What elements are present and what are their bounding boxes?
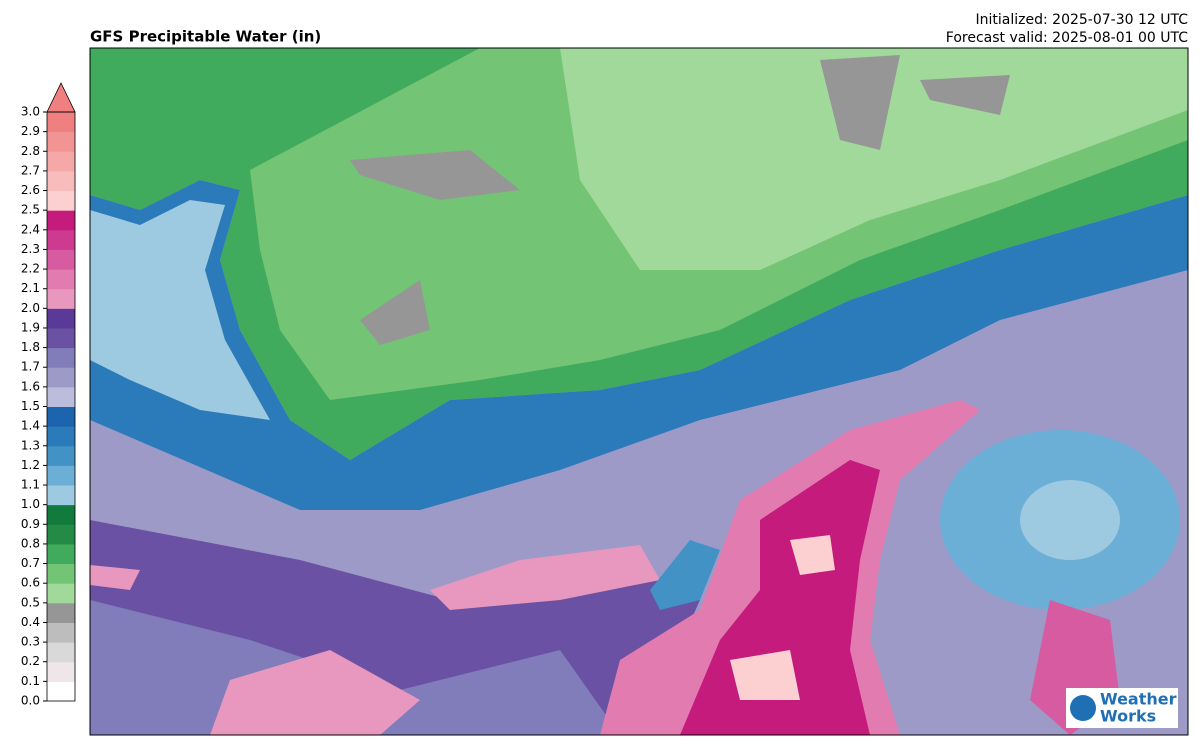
colorbar-segment xyxy=(47,583,75,604)
colorbar-label: 2.8 xyxy=(21,144,40,158)
colorbar-label: 1.6 xyxy=(21,379,40,393)
colorbar-segment xyxy=(47,112,75,133)
field-gray xyxy=(350,55,1010,345)
colorbar-label: 2.1 xyxy=(21,281,40,295)
field-blue xyxy=(90,200,270,420)
colorbar: 0.0 0.1 0.2 0.3 0.4 0.5 0.6 0.7 0.8 0.9 1.0 1.1 1.2 1… xyxy=(21,82,76,708)
colorbar-segment xyxy=(47,524,75,545)
colorbar-segment xyxy=(47,661,75,682)
colorbar-label: 2.4 xyxy=(21,222,40,236)
colorbar-segment xyxy=(47,288,75,309)
logo-text: Works xyxy=(1100,707,1156,726)
colorbar-segment xyxy=(47,485,75,506)
colorbar-extend xyxy=(46,82,76,113)
field-green xyxy=(560,48,1188,270)
colorbar-segment xyxy=(47,131,75,152)
colorbar-segment xyxy=(47,308,75,329)
map-frame xyxy=(89,47,1189,736)
map: Weather Works xyxy=(89,47,1189,736)
field-light xyxy=(730,535,835,700)
colorbar-label: 1.7 xyxy=(21,360,40,374)
colorbar-segment xyxy=(47,406,75,427)
colorbar-label: 2.3 xyxy=(21,242,40,256)
colorbar-segment xyxy=(47,151,75,172)
colorbar-label: 2.2 xyxy=(21,262,40,276)
colorbar-label: 1.3 xyxy=(21,438,40,452)
colorbar-label: 0.4 xyxy=(21,615,40,629)
logo-icon xyxy=(1070,695,1096,721)
colorbar-segment xyxy=(47,445,75,466)
field-blue xyxy=(650,540,720,610)
colorbar-segment xyxy=(47,681,75,702)
colorbar-label: 1.4 xyxy=(21,419,40,433)
colorbar-label: 1.8 xyxy=(21,340,40,354)
colorbar-label: 2.5 xyxy=(21,203,40,217)
title: GFS Precipitable Water (in) xyxy=(90,28,321,46)
colorbar-label: 3.0 xyxy=(21,105,40,119)
colorbar-label: 0.5 xyxy=(21,595,40,609)
logo-text: Weather xyxy=(1100,690,1177,709)
colorbar-segment xyxy=(47,386,75,407)
colorbar-segment xyxy=(47,543,75,565)
colorbar-segment xyxy=(47,210,75,231)
colorbar-segment xyxy=(47,622,75,643)
colorbar-segment xyxy=(47,563,75,584)
colorbar-label: 1.5 xyxy=(21,399,40,413)
map-field xyxy=(90,48,1188,735)
colorbar-segment xyxy=(47,465,75,486)
colorbar-segment xyxy=(47,190,75,211)
colorbar-segment xyxy=(47,229,75,250)
colorbar-label: 0.9 xyxy=(21,517,40,531)
colorbar-segment xyxy=(47,269,75,290)
colorbar-label: 0.2 xyxy=(21,654,40,668)
field-blue xyxy=(1020,480,1120,560)
field-magenta xyxy=(680,460,880,735)
colorbar-segment xyxy=(47,504,75,525)
colorbar-label: 0.3 xyxy=(21,635,40,649)
colorbar-label: 2.9 xyxy=(21,124,40,138)
colorbar-segment xyxy=(47,367,75,388)
colorbar-label: 1.2 xyxy=(21,458,40,472)
colorbar-segment xyxy=(47,642,75,663)
colorbar-label: 0.6 xyxy=(21,576,40,590)
colorbar-label: 2.7 xyxy=(21,163,40,177)
field-pink xyxy=(210,650,420,735)
colorbar-label: 1.9 xyxy=(21,320,40,334)
colorbar-label: 1.1 xyxy=(21,478,40,492)
colorbar-label: 0.0 xyxy=(21,694,40,708)
init-time: Initialized: 2025-07-30 12 UTC xyxy=(976,12,1189,28)
field-pink xyxy=(90,565,140,590)
colorbar-segment xyxy=(47,347,75,368)
colorbar-label: 2.0 xyxy=(21,301,40,315)
field-pink xyxy=(430,545,660,610)
colorbar-segment xyxy=(47,327,75,349)
colorbar-segment xyxy=(47,426,75,447)
colorbar-label: 0.8 xyxy=(21,536,40,550)
colorbar-segment xyxy=(47,602,75,623)
colorbar-label: 2.6 xyxy=(21,183,40,197)
colorbar-label: 1.0 xyxy=(21,497,40,511)
valid-time: Forecast valid: 2025-08-01 00 UTC xyxy=(946,30,1188,46)
colorbar-segment xyxy=(47,249,75,270)
colorbar-segment xyxy=(47,170,75,192)
colorbar-label: 0.1 xyxy=(21,674,40,688)
colorbar-label: 0.7 xyxy=(21,556,40,570)
